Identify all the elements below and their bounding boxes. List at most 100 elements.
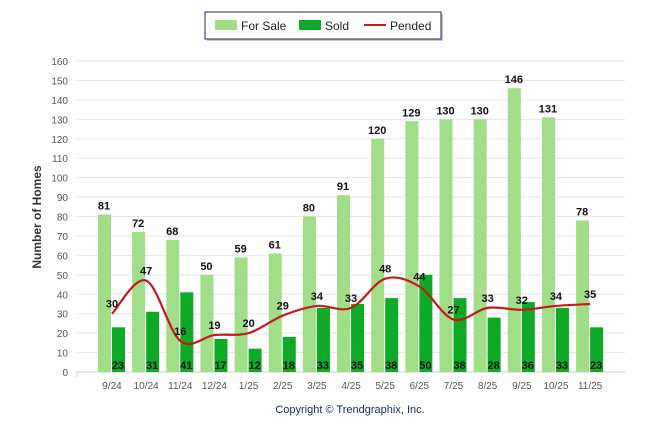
data-label-sold: 36 [522, 360, 534, 372]
x-tick-label: 7/25 [444, 381, 464, 392]
bar-for-sale [337, 195, 351, 372]
x-tick-label: 4/25 [341, 381, 361, 392]
y-tick-label: 120 [51, 135, 68, 146]
x-tick-label: 3/25 [307, 381, 327, 392]
data-label-sold: 17 [214, 360, 226, 372]
data-label-pended: 48 [379, 264, 391, 276]
bar-sold [453, 298, 467, 372]
data-label-sold: 28 [488, 360, 500, 372]
bar-sold [112, 327, 125, 372]
y-tick-label: 40 [57, 290, 69, 301]
data-label-sold: 18 [283, 360, 295, 372]
y-tick-label: 80 [57, 213, 69, 224]
bar-for-sale [507, 88, 521, 373]
bar-for-sale [473, 119, 487, 372]
data-label-sold: 12 [248, 360, 260, 372]
y-tick-label: 90 [57, 193, 69, 204]
bar-sold [555, 307, 569, 372]
y-tick-label: 10 [57, 349, 69, 360]
y-tick-label: 20 [57, 329, 69, 340]
data-label-sold: 41 [180, 360, 192, 372]
bar-for-sale [405, 121, 419, 372]
y-tick-label: 150 [51, 76, 68, 87]
y-axis-label: Number of Homes [30, 165, 44, 269]
bar-sold [419, 274, 433, 372]
x-tick-label: 10/24 [134, 381, 159, 392]
legend: For Sale Sold Pended [204, 11, 443, 41]
bar-sold [521, 302, 535, 372]
x-tick-label: 12/24 [202, 381, 227, 392]
x-tick-label: 5/25 [375, 381, 395, 392]
data-label-for-sale: 61 [269, 239, 281, 251]
bar-for-sale [439, 119, 453, 372]
data-label-sold: 33 [556, 360, 568, 372]
data-label-sold: 35 [351, 360, 363, 372]
y-tick-label: 140 [51, 96, 68, 107]
data-label-pended: 27 [447, 305, 459, 317]
data-label-pended: 20 [242, 318, 254, 330]
x-tick-label: 8/25 [478, 381, 498, 392]
data-label-sold: 38 [453, 360, 465, 372]
data-label-pended: 44 [413, 271, 426, 283]
bar-sold [385, 298, 399, 372]
data-label-for-sale: 120 [368, 125, 386, 137]
y-tick-label: 0 [62, 368, 68, 379]
bar-sold [282, 337, 296, 372]
bar-sold [214, 338, 228, 372]
data-label-for-sale: 130 [436, 105, 454, 117]
data-label-pended: 30 [106, 299, 118, 311]
data-label-for-sale: 129 [402, 107, 420, 119]
x-tick-label: 10/25 [543, 381, 568, 392]
data-label-sold: 23 [590, 360, 602, 372]
data-label-for-sale: 146 [505, 74, 523, 86]
data-label-for-sale: 72 [132, 218, 144, 230]
data-label-for-sale: 81 [98, 201, 110, 213]
data-label-for-sale: 130 [470, 105, 488, 117]
bar-sold [180, 292, 194, 372]
data-label-sold: 23 [112, 360, 124, 372]
data-label-for-sale: 68 [166, 226, 178, 238]
y-tick-label: 60 [57, 251, 69, 262]
data-label-for-sale: 59 [234, 243, 246, 255]
data-label-for-sale: 91 [337, 181, 349, 193]
bar-for-sale [268, 253, 282, 372]
bar-sold [146, 311, 160, 372]
bar-for-sale [371, 138, 385, 372]
data-label-sold: 38 [385, 360, 397, 372]
bar-for-sale [541, 117, 555, 373]
data-label-for-sale: 80 [303, 203, 315, 215]
data-label-pended: 33 [482, 293, 494, 305]
bar-sold [248, 348, 262, 372]
x-tick-label: 1/25 [239, 381, 259, 392]
data-label-pended: 35 [584, 289, 596, 301]
bar-for-sale [200, 274, 214, 372]
x-tick-label: 11/25 [578, 381, 603, 392]
data-label-pended: 47 [140, 266, 152, 278]
legend-swatch-sold [299, 20, 321, 30]
bar-sold [316, 307, 330, 372]
x-tick-label: 6/25 [410, 381, 430, 392]
y-tick-label: 110 [52, 154, 68, 165]
y-tick-label: 30 [57, 310, 69, 321]
data-label-pended: 34 [311, 291, 324, 303]
bar-sold [487, 317, 501, 372]
legend-label-for-sale: For Sale [241, 19, 287, 33]
bar-sold [590, 327, 604, 372]
data-label-pended: 16 [174, 326, 186, 338]
data-label-pended: 33 [345, 293, 357, 305]
x-tick-label: 2/25 [273, 381, 293, 392]
data-label-sold: 50 [419, 360, 431, 372]
y-tick-label: 130 [51, 115, 68, 126]
data-label-sold: 33 [317, 360, 329, 372]
data-label-for-sale: 131 [539, 103, 557, 115]
data-label-pended: 29 [277, 301, 289, 313]
data-label-for-sale: 78 [576, 206, 588, 218]
bar-for-sale [132, 232, 146, 372]
x-tick-label: 9/25 [512, 381, 532, 392]
bar-for-sale [576, 220, 590, 372]
x-tick-label: 11/24 [168, 381, 193, 392]
data-label-pended: 32 [516, 295, 528, 307]
y-tick-label: 70 [57, 232, 69, 243]
line-pended [111, 276, 591, 346]
